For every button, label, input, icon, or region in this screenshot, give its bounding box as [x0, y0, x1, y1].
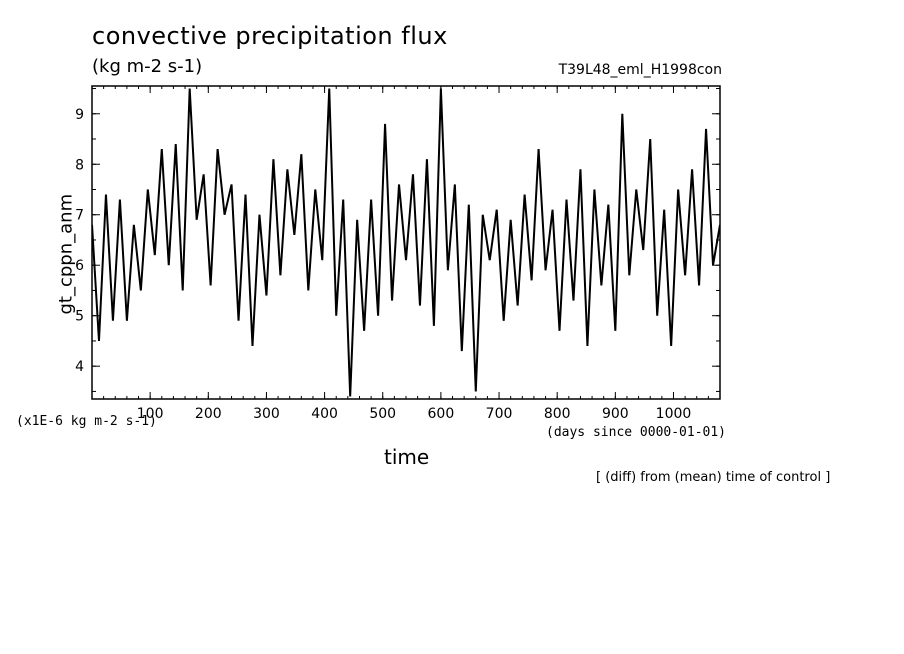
x-tick-label: 700 [486, 406, 513, 422]
x-axis-label: time [384, 445, 430, 469]
y-tick-label: 8 [75, 157, 84, 173]
y-tick-label: 7 [75, 208, 84, 224]
x-tick-label: 800 [544, 406, 571, 422]
plot-frame [91, 85, 721, 400]
ticks: 100 200 300 400 500 600 700 800 900 1000 4 5 6 7 8 9 [75, 86, 721, 422]
y-tick-label: 5 [75, 309, 84, 325]
footnote: [ (diff) from (mean) time of control ] [596, 470, 831, 485]
x-tick-label: 1000 [656, 406, 692, 422]
y-tick-label: 6 [75, 258, 84, 274]
run-label: T39L48_eml_H1998con [558, 62, 722, 78]
x-tick-label: 300 [253, 406, 280, 422]
series-lines [92, 88, 720, 397]
x-tick-label: 200 [195, 406, 222, 422]
series-line-0 [92, 88, 720, 397]
x-tick-label: 900 [602, 406, 629, 422]
chart-units: (kg m-2 s-1) [92, 56, 203, 77]
x-tick-label: 600 [428, 406, 455, 422]
y-unit-label: (x1E-6 kg m-2 s-1) [16, 414, 157, 429]
x-tick-label: 500 [369, 406, 396, 422]
y-tick-label: 9 [75, 107, 84, 123]
chart-title: convective precipitation flux [92, 22, 448, 50]
y-tick-label: 4 [75, 359, 84, 375]
x-tick-label: 400 [311, 406, 338, 422]
x-unit-label: (days since 0000-01-01) [546, 425, 727, 440]
x-tick-label: 100 [137, 406, 164, 422]
